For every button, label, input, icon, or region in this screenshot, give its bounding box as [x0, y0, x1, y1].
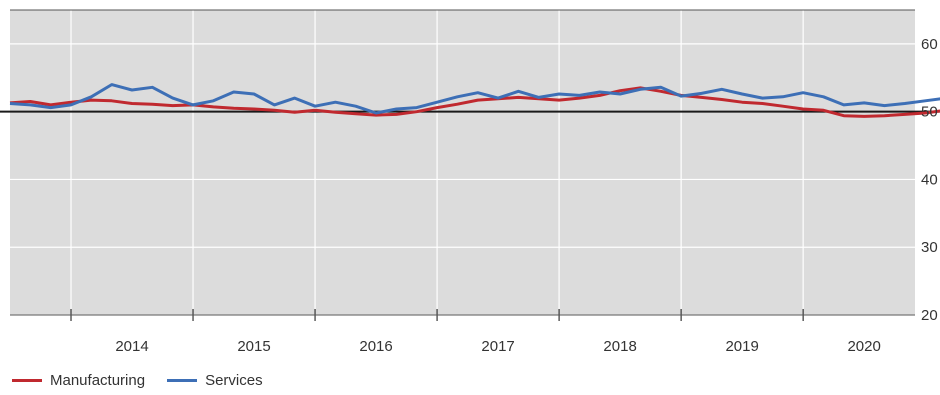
series-line-services	[9, 83, 940, 115]
x-tick-label-2016: 2016	[359, 338, 392, 355]
series-lines	[9, 83, 940, 118]
y-tick-label-50: 50	[921, 104, 938, 121]
series-line-manufacturing	[9, 86, 940, 118]
legend-label-services: Services	[205, 372, 263, 389]
legend: Manufacturing Services	[12, 372, 285, 389]
legend-item-services: Services	[167, 372, 263, 389]
y-tick-label-30: 30	[921, 239, 938, 256]
y-tick-label-60: 60	[921, 36, 938, 53]
legend-swatch-services	[167, 379, 198, 382]
x-tick-label-2015: 2015	[237, 338, 270, 355]
plot-background	[10, 10, 915, 315]
x-tick-label-2020: 2020	[847, 338, 880, 355]
x-tick-label-2017: 2017	[481, 338, 514, 355]
y-tick-label-40: 40	[921, 171, 938, 188]
legend-item-manufacturing: Manufacturing	[12, 372, 145, 389]
x-axis	[10, 9, 915, 321]
x-tick-label-2019: 2019	[725, 338, 758, 355]
y-axis-tick-labels: 20 30 40 50 60	[921, 36, 938, 324]
legend-swatch-manufacturing	[12, 379, 42, 382]
legend-label-manufacturing: Manufacturing	[50, 372, 146, 389]
y-tick-label-20: 20	[921, 307, 938, 324]
x-axis-tick-labels: 2014 2015 2016 2017 2018 2019 2020	[115, 338, 881, 355]
x-tick-label-2018: 2018	[603, 338, 636, 355]
x-tick-label-2014: 2014	[115, 338, 148, 355]
